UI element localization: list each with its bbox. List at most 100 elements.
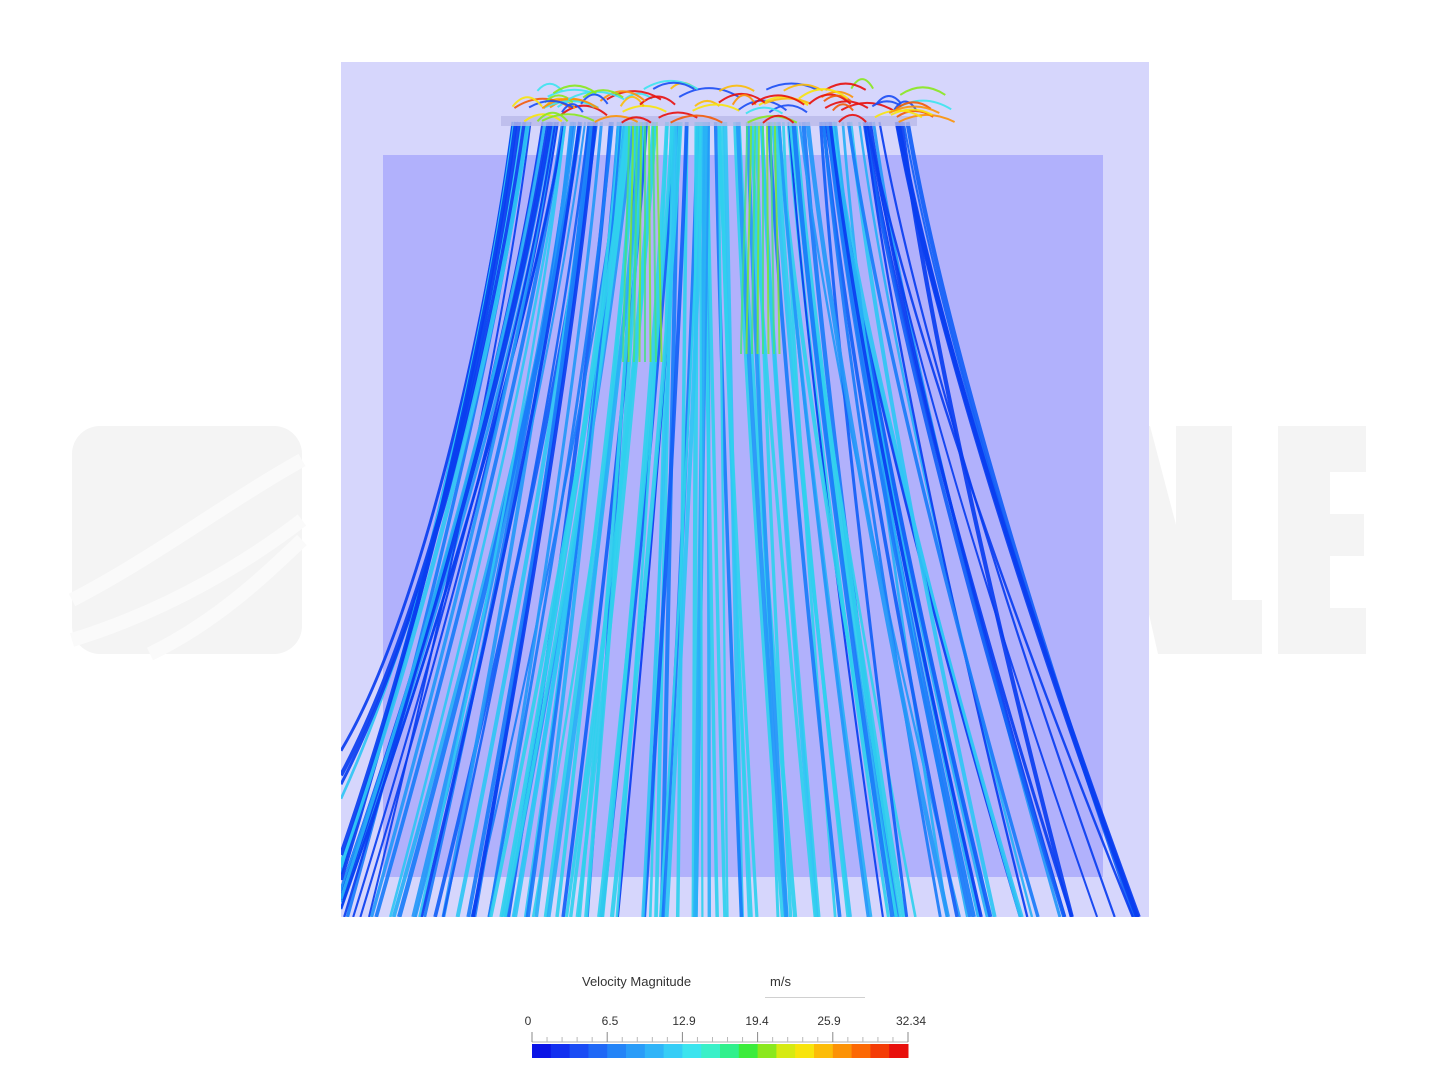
inlet-swirl (751, 94, 805, 106)
inlet-swirl (808, 93, 852, 105)
streamline (641, 121, 678, 917)
colorbar-swatch (776, 1044, 796, 1058)
colorbar-swatch (870, 1044, 890, 1058)
inlet-swirl (622, 104, 667, 113)
streamline (341, 121, 531, 866)
tick-label-1: 6.5 (601, 1014, 619, 1028)
colorbar-swatch (795, 1044, 815, 1058)
streamline (777, 121, 870, 917)
streamline (642, 121, 689, 917)
inlet-swirl (606, 90, 662, 101)
jet-core (656, 121, 663, 363)
jet-core (627, 121, 634, 363)
colorbar-swatch (607, 1044, 627, 1058)
streamline (487, 121, 614, 917)
streamline (675, 121, 689, 917)
colorbar-swatch (738, 1044, 759, 1058)
streamline (525, 121, 622, 917)
streamline (866, 121, 1134, 917)
streamline (717, 121, 759, 917)
inlet-swirl (599, 90, 646, 102)
jet-core (756, 121, 760, 355)
colorbar-swatch (532, 1044, 552, 1058)
streamline (341, 121, 522, 856)
inlet-swirl (511, 96, 543, 108)
streamline (352, 121, 557, 917)
inlet-swirl (798, 88, 849, 100)
inlet-swirl (763, 97, 812, 105)
watermark-glyph-e (1278, 426, 1366, 654)
colorbar-swatch (663, 1044, 683, 1058)
streamline (791, 121, 895, 917)
inlet-swirl (898, 113, 956, 123)
streamline (441, 121, 574, 917)
inlet-swirl (899, 86, 946, 96)
streamline (821, 121, 942, 917)
tick-label-4: 25.9 (817, 1014, 841, 1028)
streamline (698, 121, 704, 917)
streamline (389, 121, 567, 917)
inlet-swirl (895, 101, 932, 110)
inlet-plate (501, 116, 917, 126)
colorbar-swatch (569, 1044, 589, 1058)
streamline (819, 121, 909, 917)
streamline (862, 121, 1066, 917)
streamline (418, 121, 567, 917)
colorbar-swatch (550, 1044, 571, 1058)
inlet-swirl (621, 116, 652, 124)
streamlines (341, 121, 1141, 917)
streamline (735, 121, 789, 917)
jet-core (638, 121, 642, 363)
colorbar-swatch (644, 1044, 665, 1058)
streamline (615, 121, 669, 917)
jet-core (751, 121, 756, 355)
color-legend: Velocity Magnitude m/s 0 6.5 12.9 19.4 2… (500, 960, 960, 1070)
inlet-swirl (523, 113, 563, 123)
inlet-swirl (513, 97, 572, 109)
jet-core (740, 121, 748, 355)
jet-core (648, 121, 652, 363)
colorbar-swatch (626, 1044, 646, 1058)
streamline (863, 121, 1029, 917)
colorbar-swatch (720, 1044, 740, 1058)
inlet-swirl (528, 99, 574, 109)
streamline (825, 121, 972, 917)
streamline (713, 121, 744, 917)
inlet-swirl (718, 84, 755, 92)
streamline (745, 121, 789, 917)
streamline (659, 121, 702, 917)
colorbar-swatch (757, 1044, 777, 1058)
streamline (828, 121, 983, 917)
colorbar-swatch (682, 1044, 702, 1058)
streamline (858, 121, 1034, 917)
streamline (488, 121, 630, 917)
inlet-swirl (823, 94, 852, 102)
jet-core (745, 121, 752, 355)
streamline (584, 121, 645, 917)
inlet-swirl (874, 109, 923, 119)
inlet-swirl (670, 114, 723, 124)
colorbar-swatch (814, 1044, 834, 1058)
inlet-swirl (559, 104, 608, 117)
streamline (805, 121, 950, 917)
streamline (717, 121, 729, 917)
inlet-swirl (536, 111, 569, 122)
streamline (487, 121, 603, 917)
colorbar-swatch (832, 1044, 853, 1058)
streamline (895, 121, 1141, 917)
inlet-swirl (561, 103, 584, 113)
inlet-swirl (824, 82, 867, 91)
inlet-swirl (552, 84, 597, 95)
inlet-swirl (758, 95, 809, 107)
tick-label-0: 0 (524, 1014, 532, 1028)
inlet-swirl (871, 100, 902, 108)
streamline (503, 121, 632, 917)
cfd-viewport[interactable] (341, 62, 1149, 917)
streamline (846, 121, 1040, 917)
colorbar-swatch (588, 1044, 608, 1058)
jet-core (770, 121, 775, 355)
inlet-swirl (890, 108, 933, 116)
inlet-swirl (762, 114, 795, 124)
legend-divider (765, 997, 865, 998)
colorbar-swatch (851, 1044, 871, 1058)
